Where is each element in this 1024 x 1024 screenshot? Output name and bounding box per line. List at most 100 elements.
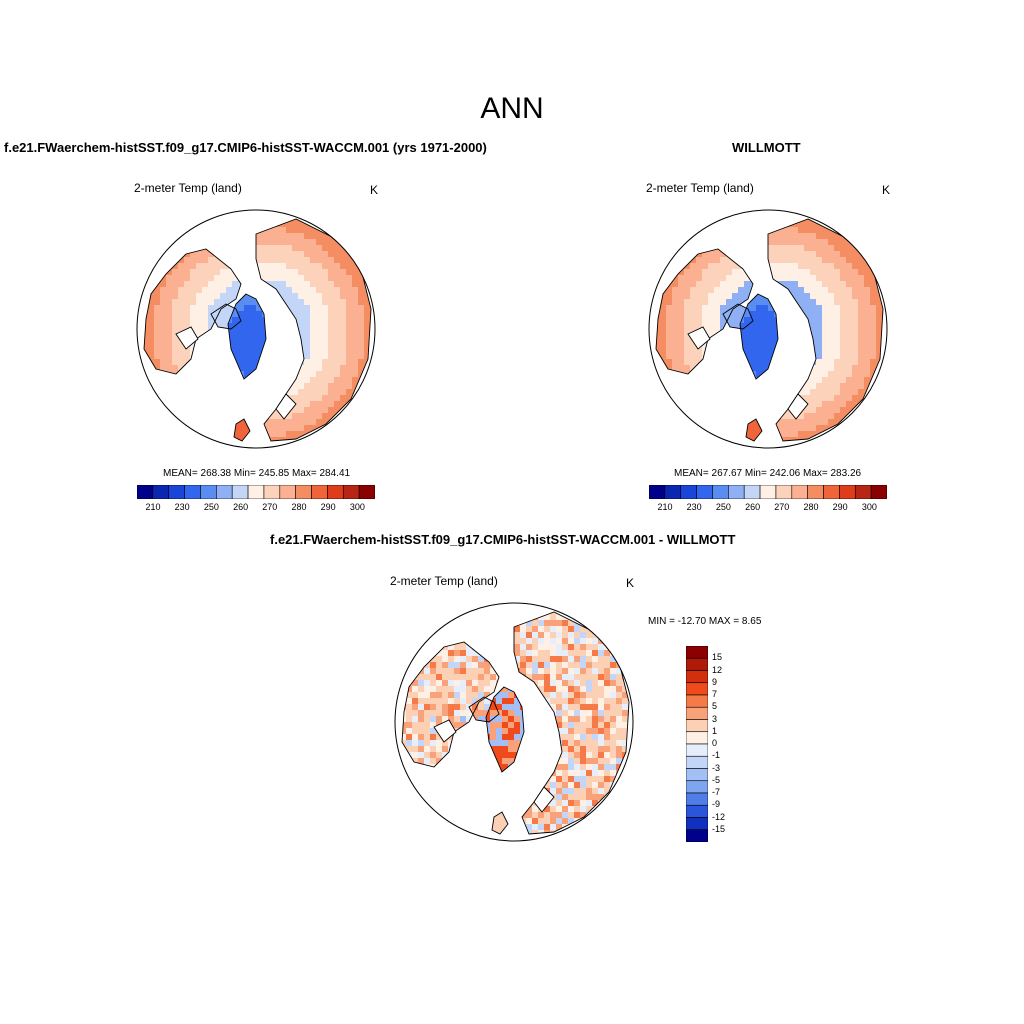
main-title: ANN <box>480 92 544 125</box>
coastline <box>401 641 500 768</box>
coastline <box>722 303 754 330</box>
coastline <box>739 293 779 380</box>
colorbar-swatch <box>231 485 249 499</box>
colorbar-swatch <box>686 694 708 708</box>
colorbar-swatch <box>327 485 344 499</box>
colorbar-tick-label: 210 <box>657 502 673 512</box>
colorbar-swatch <box>839 485 856 499</box>
colorbar-swatch <box>686 804 708 818</box>
panel-3-variable-label: 2-meter Temp (land) <box>390 574 498 588</box>
colorbar-tick-label: 230 <box>174 502 190 512</box>
colorbar-swatch <box>686 817 708 831</box>
colorbar-swatch <box>686 743 708 757</box>
colorbar-tick-label: 7 <box>712 689 718 699</box>
colorbar-tick-label: -12 <box>712 811 726 822</box>
panel-3-polar-map <box>394 602 634 842</box>
baltic-sea <box>533 786 555 813</box>
colorbar-swatch <box>686 755 708 769</box>
british-isles <box>745 418 763 442</box>
colorbar-swatch <box>791 485 808 499</box>
colorbar-swatch <box>649 485 666 499</box>
panel-2-units-label: K <box>882 183 891 197</box>
colorbar-swatch <box>743 485 761 499</box>
colorbar-tick-label: 250 <box>203 502 219 512</box>
coastline <box>513 611 630 835</box>
colorbar-swatch <box>686 657 708 671</box>
colorbar-swatch <box>823 485 840 499</box>
colorbar-swatch <box>870 485 887 499</box>
hudson-bay <box>433 719 457 743</box>
colorbar-tick-label: -15 <box>712 823 726 834</box>
colorbar-swatch <box>712 485 729 499</box>
colorbar-swatch <box>311 485 328 499</box>
colorbar-swatch <box>680 485 697 499</box>
coastline <box>255 218 372 442</box>
coastline <box>468 696 500 723</box>
colorbar-tick-label: 250 <box>715 502 731 512</box>
colorbar-swatch <box>137 485 154 499</box>
colorbar-swatch <box>686 768 708 782</box>
colorbar-tick-label: 270 <box>262 502 278 512</box>
colorbar-tick-label: 9 <box>712 676 718 687</box>
colorbar-tick-label: -3 <box>712 762 721 773</box>
panel-1-title: f.e21.FWaerchem-histSST.f09_g17.CMIP6-hi… <box>4 140 487 155</box>
colorbar-swatch <box>247 485 265 499</box>
colorbar-tick-label: 280 <box>291 502 307 512</box>
colorbar-tick-label: 5 <box>712 701 718 712</box>
panel-3-stats: MIN = -12.70 MAX = 8.65 <box>648 616 762 627</box>
panel-3-units-label: K <box>626 576 635 590</box>
baltic-sea <box>275 393 297 420</box>
colorbar-tick-label: 270 <box>774 502 790 512</box>
colorbar-tick-label: -1 <box>712 750 721 761</box>
colorbar-tick-label: 1 <box>712 725 718 736</box>
colorbar-tick-label: 280 <box>803 502 819 512</box>
hudson-bay <box>175 326 199 350</box>
colorbar-tick-label: 15 <box>712 652 723 663</box>
colorbar-tick-label: 230 <box>686 502 702 512</box>
colorbar-tick-label: 0 <box>712 738 718 748</box>
colorbar-swatch <box>686 792 708 806</box>
panel-1-stats: MEAN= 268.38 Min= 245.85 Max= 284.41 <box>163 468 351 479</box>
panel-2-stats: MEAN= 267.67 Min= 242.06 Max= 283.26 <box>674 468 862 479</box>
colorbar-tick-label: 290 <box>832 502 848 512</box>
colorbar-swatch <box>200 485 217 499</box>
map-boundary <box>394 602 634 842</box>
panel-2-polar-map <box>648 209 888 449</box>
colorbar-tick-label: 260 <box>233 502 249 512</box>
colorbar-swatch <box>696 485 713 499</box>
colorbar-swatch <box>807 485 824 499</box>
colorbar-swatch <box>686 646 708 659</box>
colorbar-swatch <box>342 485 360 499</box>
colorbar-swatch <box>759 485 777 499</box>
panel-3-title: f.e21.FWaerchem-histSST.f09_g17.CMIP6-hi… <box>270 532 736 547</box>
colorbar-swatch <box>295 485 312 499</box>
colorbar-swatch <box>686 670 708 684</box>
coastline <box>227 293 267 380</box>
colorbar-swatch <box>263 485 281 499</box>
colorbar-swatch <box>686 780 708 794</box>
colorbar-swatch <box>686 706 708 720</box>
map-boundary <box>648 209 888 449</box>
colorbar-tick-label: 210 <box>145 502 161 512</box>
colorbar-swatch <box>216 485 233 499</box>
colorbar-swatch <box>728 485 745 499</box>
panel-2-colorbar <box>649 485 887 499</box>
panel-3-colorbar <box>686 646 708 842</box>
colorbar-tick-label: -5 <box>712 774 721 785</box>
baltic-sea <box>787 393 809 420</box>
colorbar-swatch <box>686 731 708 745</box>
colorbar-tick-label: 290 <box>320 502 336 512</box>
panel-2-title: WILLMOTT <box>732 140 801 155</box>
colorbar-swatch <box>358 485 375 499</box>
colorbar-swatch <box>184 485 201 499</box>
coastline <box>143 248 242 375</box>
colorbar-swatch <box>854 485 872 499</box>
hudson-bay <box>687 326 711 350</box>
colorbar-swatch <box>686 682 708 696</box>
coastline <box>767 218 884 442</box>
colorbar-swatch <box>664 485 682 499</box>
panel-2-variable-label: 2-meter Temp (land) <box>646 181 754 195</box>
panel-1-polar-map <box>136 209 376 449</box>
map-boundary <box>136 209 376 449</box>
colorbar-swatch <box>152 485 170 499</box>
